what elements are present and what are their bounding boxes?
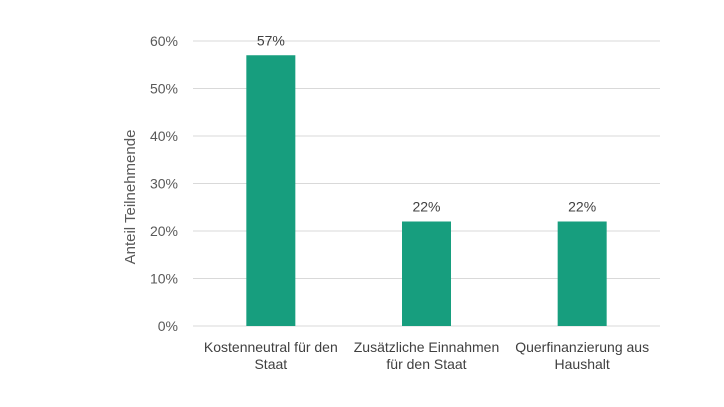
bar [557,221,607,326]
bar [246,55,296,326]
category-label: für den Staat [386,356,466,372]
category-label: Kostenneutral für den [204,339,338,355]
bar-data-label: 22% [568,199,596,215]
category-label: Querfinanzierung aus [515,339,649,355]
y-axis-label: Anteil Teilnehmende [122,130,139,265]
y-tick-label: 30% [150,176,178,192]
y-tick-label: 40% [150,128,178,144]
y-tick-label: 50% [150,81,178,97]
category-label: Haushalt [555,356,610,372]
y-tick-label: 0% [158,318,178,334]
y-tick-label: 60% [150,33,178,49]
bars [246,55,607,326]
data-labels: 57% 22% 22% [257,32,596,214]
bar-data-label: 57% [257,32,285,48]
bar [402,221,451,326]
category-label: Zusätzliche Einnahmen [354,339,500,355]
category-label: Staat [254,356,287,372]
y-axis-ticks: 0% 10% 20% 30% 40% 50% 60% [150,33,178,334]
y-tick-label: 20% [150,223,178,239]
y-tick-label: 10% [150,271,178,287]
bar-data-label: 22% [412,199,440,215]
